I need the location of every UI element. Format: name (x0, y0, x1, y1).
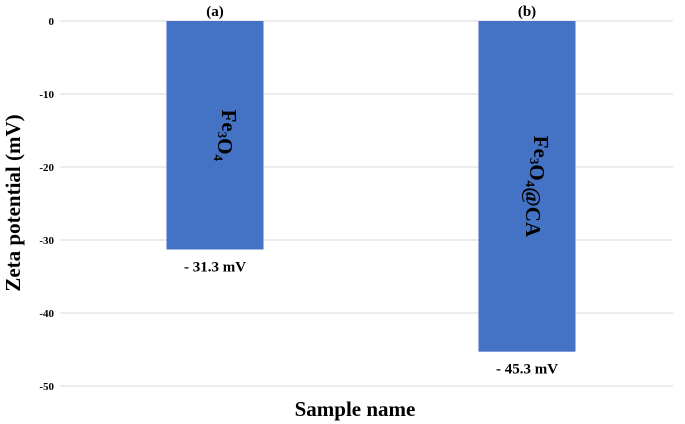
panel-label: (a) (206, 4, 224, 20)
y-tick-label: 0 (49, 16, 55, 28)
y-tick-label: -50 (39, 381, 54, 393)
y-tick-label: -20 (39, 162, 54, 174)
panel-label: (b) (518, 4, 536, 20)
y-tick-label: -40 (39, 308, 54, 320)
data-label: - 45.3 mV (496, 362, 558, 378)
gridlines (60, 20, 673, 387)
x-axis-title: Sample name (295, 397, 416, 421)
y-tick-label: -10 (39, 89, 54, 101)
bar-category-label: Fe3O4 (211, 109, 241, 161)
y-tick-label: -30 (39, 235, 54, 247)
y-axis-title: Zeta potential (mV) (1, 114, 25, 291)
bar-fe3o4 (166, 21, 264, 250)
data-label: - 31.3 mV (184, 259, 246, 275)
bar-fe3o4-ca (478, 21, 576, 352)
data-labels: Fe3O4 - 31.3 mV (a) Fe3O4@CA - 45.3 mV (b) (184, 4, 558, 378)
y-tick-labels: 0 -10 -20 -30 -40 -50 (39, 16, 54, 393)
bar-category-label: Fe3O4@CA (521, 136, 553, 238)
bars (166, 21, 576, 352)
